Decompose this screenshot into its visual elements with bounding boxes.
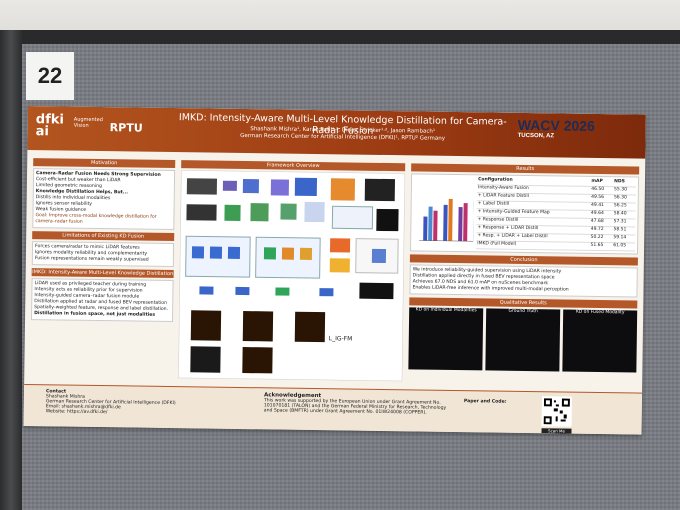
table-cell: 55.30 <box>612 186 636 195</box>
middle-column: Framework Overview <box>177 160 406 384</box>
imkd-header: IMKD: Intensity-Aware Multi-Level Knowle… <box>31 268 174 279</box>
results-bar-chart <box>413 176 475 248</box>
conclusion-box: We introduce reliability-guided supervis… <box>409 264 638 298</box>
framework-header: Framework Overview <box>181 160 406 172</box>
limitations-header: Limitations of Existing KD Fusion <box>32 231 175 242</box>
svg-text:L_IG-FM: L_IG-FM <box>329 335 353 342</box>
imkd-note: Distillation in fusion space, not just m… <box>34 311 156 318</box>
board-pole <box>0 30 22 510</box>
qual-panel: Ground Truth <box>485 308 561 372</box>
paper-code-label: Paper and Code: <box>463 399 507 405</box>
right-column: Results Configuration <box>408 163 640 373</box>
table-cell: 51.65 <box>589 242 613 251</box>
motivation-box: Camera–Radar Fusion Needs Strong Supervi… <box>32 168 176 231</box>
qual-label: KD on Individual Modalities <box>415 307 477 314</box>
limitation-item: Fusion representations remain weakly sup… <box>34 256 149 263</box>
conference-place: TUCSON, AZ <box>517 132 555 140</box>
poster: dfki ai Augmented Vision RPTU IMKD: Inte… <box>23 106 646 435</box>
conference-badge: WACV 2026 TUCSON, AZ <box>517 117 637 155</box>
qr-code <box>541 396 572 427</box>
conference-name: WACV 2026 <box>517 116 595 134</box>
table-cell: 57.31 <box>612 218 636 227</box>
motivation-header: Motivation <box>33 158 176 169</box>
table-cell: 58.40 <box>612 210 636 219</box>
results-table: Configuration mAP NDS Intensity-Aware Fu… <box>476 177 637 251</box>
logo-subtitle: Augmented Vision <box>73 116 103 129</box>
table-cell: 56.30 <box>612 194 636 203</box>
qual-label: Ground Truth <box>508 308 538 315</box>
scan-label: Scan Me <box>541 428 572 434</box>
table-cell: 61.05 <box>612 242 636 251</box>
ack-text: This work was supported by the European … <box>263 398 447 416</box>
qual-label: KD on Fused Modality <box>575 309 625 316</box>
goal-text: Goal: Improve cross-modal knowledge dist… <box>35 213 157 225</box>
qual-panel: KD on Individual Modalities <box>408 307 484 371</box>
dfki-logo: dfki ai <box>35 112 64 140</box>
results-box: Configuration mAP NDS Intensity-Aware Fu… <box>410 173 640 255</box>
framework-diagram: L_IG-FM <box>177 169 406 382</box>
left-column: Motivation Camera–Radar Fusion Needs Str… <box>31 158 176 325</box>
poster-header: dfki ai Augmented Vision RPTU IMKD: Inte… <box>27 106 646 159</box>
qualitative-panels: KD on Individual Modalities Ground Truth… <box>408 307 638 373</box>
booth-number: 22 <box>26 52 74 100</box>
qual-panel: KD on Fused Modality <box>562 309 638 373</box>
contact-block: Contact Shashank Mishra German Research … <box>46 389 196 416</box>
ack-block: Acknowledgement This work was supported … <box>264 392 454 416</box>
table-cell: 56.25 <box>612 202 636 211</box>
imkd-box: LiDAR used as privileged teacher during … <box>31 278 174 323</box>
table-cell: IMKD (Full Model) <box>476 240 590 251</box>
poster-footer: Contact Shashank Mishra German Research … <box>23 383 643 435</box>
limitations-box: Forces camera/radar to mimic LiDAR featu… <box>31 241 175 268</box>
qr-pattern <box>543 398 570 425</box>
rptu-logo: RPTU <box>109 121 143 135</box>
table-row: IMKD (Full Model) 51.65 61.05 <box>476 240 636 251</box>
